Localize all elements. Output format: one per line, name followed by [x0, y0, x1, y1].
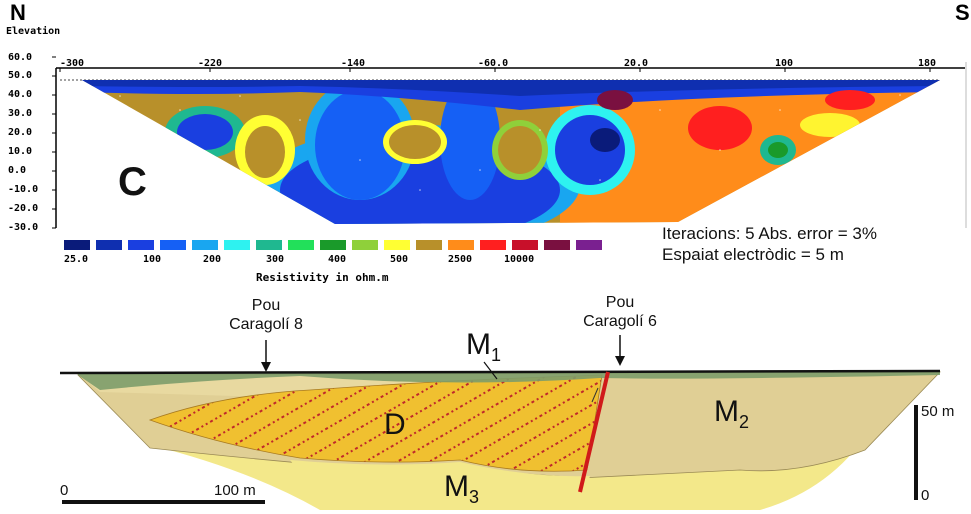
unit-label-m3: M3: [444, 470, 480, 507]
unit-label-d: D: [384, 408, 406, 441]
resistivity-section: [52, 56, 967, 250]
scale-h-end: 100 m: [214, 482, 256, 499]
legend-tick: 200: [203, 254, 222, 265]
y-tick: 40.0: [8, 89, 33, 100]
info-electrode-spacing: Espaiat electròdic = 5 m: [662, 245, 844, 264]
well-label-caragoli-6: Pou Caragolí 6: [583, 294, 657, 330]
scale-v-top: 50 m: [921, 403, 955, 420]
y-tick: -30.0: [8, 222, 39, 233]
elevation-axis-title: Elevation: [6, 26, 61, 37]
unit-label-m2: M2: [714, 395, 750, 432]
geological-section: [59, 335, 941, 510]
x-tick: 100: [775, 58, 794, 69]
legend-tick: 100: [143, 254, 162, 265]
unit-m1-body: [78, 371, 940, 390]
unit-label-m1: M1: [466, 328, 502, 365]
x-tick: 180: [918, 58, 937, 69]
scale-v-bottom: 0: [921, 487, 930, 504]
x-tick: -300: [60, 58, 85, 69]
y-tick: 0.0: [8, 165, 27, 176]
x-tick: -140: [341, 58, 366, 69]
y-tick: -10.0: [8, 184, 39, 195]
ground-surface: [59, 369, 941, 375]
x-tick: -220: [198, 58, 223, 69]
well-label-caragoli-8: Pou Caragolí 8: [229, 297, 303, 333]
legend-tick: 300: [266, 254, 285, 265]
legend-tick: 10000: [504, 254, 535, 265]
fault-line: [578, 371, 610, 493]
panel-letter: C: [118, 160, 147, 204]
y-tick: 50.0: [8, 70, 33, 81]
color-legend: [64, 240, 602, 250]
x-tick: 20.0: [624, 58, 649, 69]
south-label: S: [955, 0, 970, 25]
y-tick: 10.0: [8, 146, 33, 157]
unit-d-body: [148, 374, 603, 472]
y-tick: 20.0: [8, 127, 33, 138]
legend-tick: 500: [390, 254, 409, 265]
legend-tick: 400: [328, 254, 347, 265]
legend-title: Resistivity in ohm.m: [256, 271, 389, 284]
info-iterations: Iteracions: 5 Abs. error = 3%: [662, 224, 877, 243]
legend-tick: 25.0: [64, 254, 89, 265]
scale-h-start: 0: [60, 482, 69, 499]
legend-tick: 2500: [448, 254, 473, 265]
y-tick: -20.0: [8, 203, 39, 214]
north-label: N: [10, 0, 26, 25]
y-tick: 30.0: [8, 108, 33, 119]
x-tick: -60.0: [478, 58, 509, 69]
y-tick: 60.0: [8, 52, 33, 63]
